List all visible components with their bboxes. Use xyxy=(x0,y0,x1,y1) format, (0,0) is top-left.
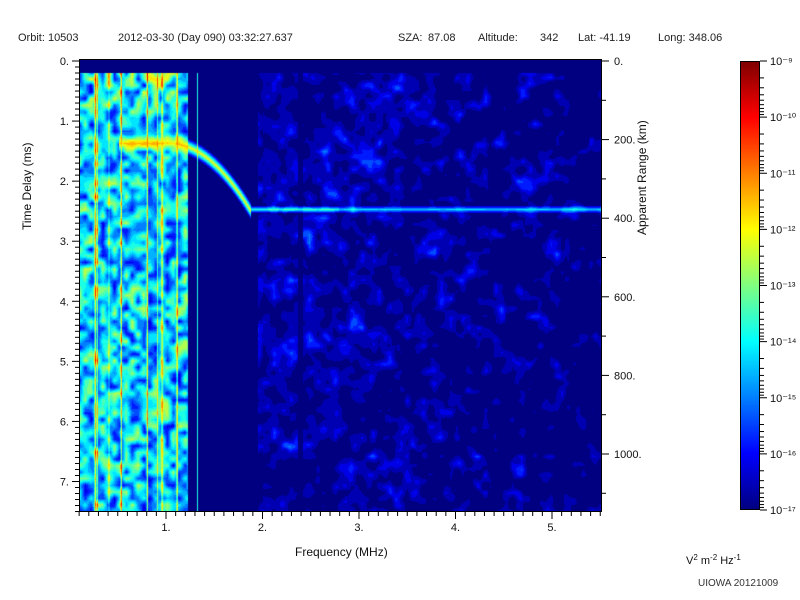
svg-text:600.: 600. xyxy=(614,292,635,304)
svg-text:3.: 3. xyxy=(354,522,363,534)
svg-text:10⁻¹⁴: 10⁻¹⁴ xyxy=(770,337,797,349)
svg-text:0.: 0. xyxy=(60,56,69,68)
svg-text:4.: 4. xyxy=(451,522,460,534)
svg-text:4.: 4. xyxy=(60,296,69,308)
svg-text:10⁻¹⁶: 10⁻¹⁶ xyxy=(770,449,796,461)
svg-text:2.: 2. xyxy=(60,176,69,188)
svg-text:6.: 6. xyxy=(60,416,69,428)
svg-text:1000.: 1000. xyxy=(614,449,642,461)
svg-text:5.: 5. xyxy=(60,356,69,368)
svg-text:5.: 5. xyxy=(547,522,556,534)
svg-text:3.: 3. xyxy=(60,236,69,248)
svg-text:10⁻⁹: 10⁻⁹ xyxy=(770,56,793,68)
svg-text:10⁻¹¹: 10⁻¹¹ xyxy=(770,168,796,180)
svg-text:10⁻¹³: 10⁻¹³ xyxy=(770,281,796,293)
svg-text:10⁻¹²: 10⁻¹² xyxy=(770,224,796,236)
svg-text:7.: 7. xyxy=(60,476,69,488)
svg-text:1.: 1. xyxy=(60,116,69,128)
svg-text:0.: 0. xyxy=(614,56,623,68)
svg-text:10⁻¹⁵: 10⁻¹⁵ xyxy=(770,393,796,405)
svg-text:10⁻¹⁰: 10⁻¹⁰ xyxy=(770,112,797,124)
svg-text:10⁻¹⁷: 10⁻¹⁷ xyxy=(770,505,796,517)
svg-text:400.: 400. xyxy=(614,213,635,225)
svg-text:200.: 200. xyxy=(614,135,635,147)
svg-text:800.: 800. xyxy=(614,370,635,382)
svg-text:2.: 2. xyxy=(258,522,267,534)
svg-text:1.: 1. xyxy=(161,522,170,534)
